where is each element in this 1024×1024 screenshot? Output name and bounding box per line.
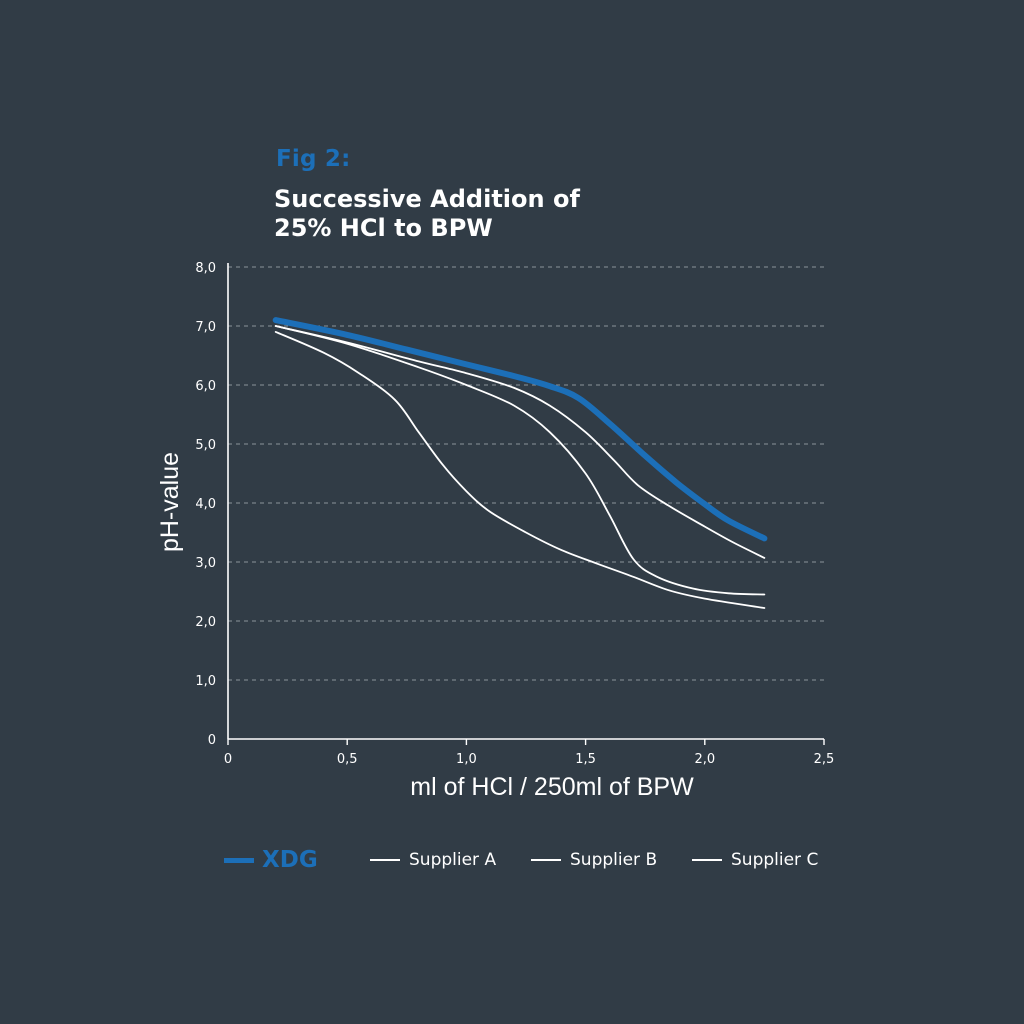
grid-layer (228, 266, 824, 681)
legend-label-supplier-b: Supplier B (570, 850, 658, 870)
figure-label: Fig 2: (276, 146, 351, 172)
legend-swatch-xdg (224, 857, 254, 863)
y-tick-label-0: 0 (208, 733, 216, 748)
y-tick-label-6: 6,0 (195, 379, 216, 394)
legend-label-xdg: XDG (262, 847, 318, 873)
series-line-supplier-b (274, 325, 766, 596)
series-line-supplier-a (274, 331, 766, 609)
x-tick-label-3: 1,5 (575, 752, 596, 767)
x-axis-label: ml of HCl / 250ml of BPW (410, 773, 694, 801)
legend-item-supplier-c: Supplier C (692, 840, 818, 880)
legend: XDG Supplier A Supplier B Supplier C (0, 840, 1024, 880)
legend-item-xdg: XDG (224, 840, 318, 880)
x-tick-label-4: 2,0 (694, 752, 715, 767)
y-tick-label-7: 7,0 (195, 320, 216, 335)
legend-swatch-supplier-b (531, 859, 561, 861)
x-tick-label-5: 2,5 (814, 752, 835, 767)
series-layer (272, 317, 768, 609)
y-tick-label-3: 3,0 (195, 556, 216, 571)
legend-label-supplier-c: Supplier C (731, 850, 819, 870)
legend-item-supplier-b: Supplier B (531, 840, 657, 880)
y-tick-label-2: 2,0 (195, 615, 216, 630)
series-line-xdg (272, 317, 768, 542)
y-axis-label: pH-value (156, 452, 184, 552)
legend-swatch-supplier-c (692, 859, 722, 861)
y-tick-label-5: 5,0 (195, 438, 216, 453)
legend-swatch-supplier-a (370, 859, 400, 861)
chart-title-line-1: Successive Addition of (274, 185, 580, 213)
legend-label-supplier-a: Supplier A (409, 850, 497, 870)
y-tick-label-4: 4,0 (195, 497, 216, 512)
x-tick-label-0: 0 (224, 752, 232, 767)
y-tick-label-8: 8,0 (195, 261, 216, 276)
x-tick-label-1: 0,5 (337, 752, 358, 767)
legend-item-supplier-a: Supplier A (370, 840, 496, 880)
tick-labels: 0 1,0 2,0 3,0 4,0 5,0 6,0 7,0 8,0 0 0,5 1,0 1,5 2,0 2,… (195, 261, 834, 767)
x-tick-label-2: 1,0 (456, 752, 477, 767)
series-line-supplier-c (274, 325, 766, 559)
axis-layer (227, 263, 825, 745)
chart-title-line-2: 25% HCl to BPW (274, 214, 493, 242)
chart-title: Successive Addition of 25% HCl to BPW (274, 185, 694, 243)
y-tick-label-1: 1,0 (195, 674, 216, 689)
